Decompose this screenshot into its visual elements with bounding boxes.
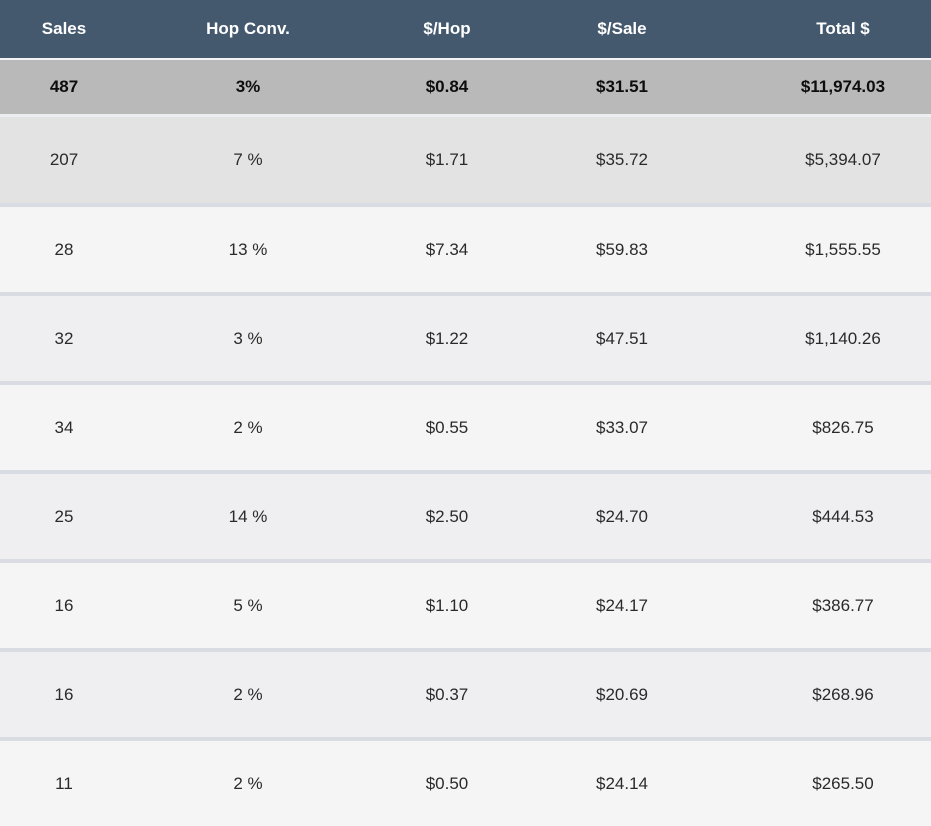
cell-per-sale: $24.14 <box>526 737 718 826</box>
cell-per-hop: $1.71 <box>368 114 526 203</box>
cell-total: $5,394.07 <box>718 114 931 203</box>
cell-hop-conv: 13 % <box>128 203 368 292</box>
cell-total: $1,555.55 <box>718 203 931 292</box>
table-row[interactable]: 28 13 % $7.34 $59.83 $1,555.55 <box>0 203 931 292</box>
header-row: Sales Hop Conv. $/Hop $/Sale Total $ <box>0 0 931 58</box>
column-header-per-sale[interactable]: $/Sale <box>526 0 718 58</box>
cell-total: $444.53 <box>718 470 931 559</box>
column-header-hop-conv[interactable]: Hop Conv. <box>128 0 368 58</box>
cell-hop-conv: 3% <box>128 58 368 114</box>
cell-total: $386.77 <box>718 559 931 648</box>
table-row[interactable]: 207 7 % $1.71 $35.72 $5,394.07 <box>0 114 931 203</box>
cell-total: $265.50 <box>718 737 931 826</box>
cell-per-sale: $24.70 <box>526 470 718 559</box>
cell-per-hop: $1.10 <box>368 559 526 648</box>
cell-per-sale: $47.51 <box>526 292 718 381</box>
cell-sales: 25 <box>0 470 128 559</box>
cell-per-sale: $35.72 <box>526 114 718 203</box>
cell-total: $268.96 <box>718 648 931 737</box>
cell-hop-conv: 2 % <box>128 737 368 826</box>
table-row[interactable]: 16 5 % $1.10 $24.17 $386.77 <box>0 559 931 648</box>
cell-per-hop: $0.50 <box>368 737 526 826</box>
cell-per-hop: $0.84 <box>368 58 526 114</box>
cell-per-sale: $33.07 <box>526 381 718 470</box>
cell-hop-conv: 7 % <box>128 114 368 203</box>
cell-per-hop: $1.22 <box>368 292 526 381</box>
cell-hop-conv: 14 % <box>128 470 368 559</box>
table-row[interactable]: 25 14 % $2.50 $24.70 $444.53 <box>0 470 931 559</box>
cell-sales: 28 <box>0 203 128 292</box>
table-row[interactable]: 34 2 % $0.55 $33.07 $826.75 <box>0 381 931 470</box>
cell-per-sale: $31.51 <box>526 58 718 114</box>
cell-sales: 11 <box>0 737 128 826</box>
cell-per-hop: $0.55 <box>368 381 526 470</box>
cell-total: $826.75 <box>718 381 931 470</box>
cell-sales: 16 <box>0 648 128 737</box>
column-header-per-hop[interactable]: $/Hop <box>368 0 526 58</box>
cell-sales: 207 <box>0 114 128 203</box>
cell-per-hop: $7.34 <box>368 203 526 292</box>
cell-hop-conv: 3 % <box>128 292 368 381</box>
column-header-sales[interactable]: Sales <box>0 0 128 58</box>
cell-per-hop: $0.37 <box>368 648 526 737</box>
cell-sales: 32 <box>0 292 128 381</box>
cell-hop-conv: 5 % <box>128 559 368 648</box>
table-row[interactable]: 32 3 % $1.22 $47.51 $1,140.26 <box>0 292 931 381</box>
cell-per-sale: $24.17 <box>526 559 718 648</box>
cell-sales: 34 <box>0 381 128 470</box>
cell-total: $1,140.26 <box>718 292 931 381</box>
cell-per-sale: $20.69 <box>526 648 718 737</box>
cell-hop-conv: 2 % <box>128 381 368 470</box>
cell-sales: 16 <box>0 559 128 648</box>
cell-hop-conv: 2 % <box>128 648 368 737</box>
table-row[interactable]: 11 2 % $0.50 $24.14 $265.50 <box>0 737 931 826</box>
column-header-total[interactable]: Total $ <box>718 0 931 58</box>
cell-per-sale: $59.83 <box>526 203 718 292</box>
table-row[interactable]: 16 2 % $0.37 $20.69 $268.96 <box>0 648 931 737</box>
cell-per-hop: $2.50 <box>368 470 526 559</box>
cell-sales: 487 <box>0 58 128 114</box>
cell-total: $11,974.03 <box>718 58 931 114</box>
table-row-selected[interactable]: 487 3% $0.84 $31.51 $11,974.03 <box>0 58 931 114</box>
